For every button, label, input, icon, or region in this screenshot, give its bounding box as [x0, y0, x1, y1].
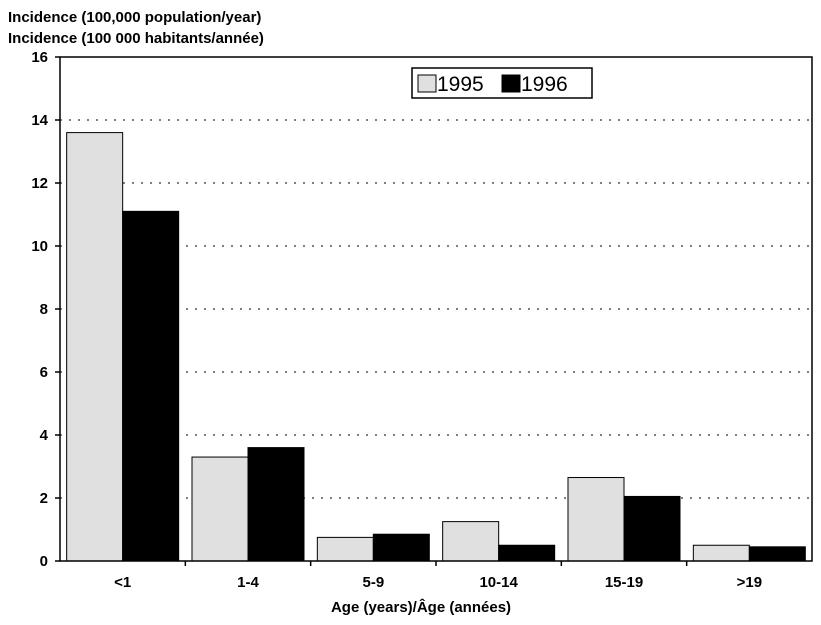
- y-tick-label: 14: [31, 112, 48, 129]
- y-tick-label: 0: [40, 553, 48, 570]
- y-ticks: 0 2 4 6 8 10 12 14 16: [31, 49, 60, 570]
- y-tick-label: 12: [31, 175, 48, 192]
- bar-1995-5: [692, 544, 750, 562]
- bar-1995-0: [66, 132, 124, 562]
- legend: 1995 1996: [411, 67, 593, 99]
- x-tick-label: 1-4: [237, 574, 259, 591]
- x-ticks: <1 1-4 5-9 10-14 15-19 >19: [114, 561, 762, 591]
- x-tick-label: <1: [114, 574, 131, 591]
- y-axis-label-line-2: Incidence (100 000 habitants/année): [8, 30, 264, 47]
- bar-1996-1: [247, 447, 305, 562]
- y-tick-label: 6: [40, 364, 48, 381]
- bar-1995-1: [191, 456, 249, 562]
- x-axis-label: Age (years)/Âge (années): [331, 598, 511, 616]
- bar-1996-2: [372, 533, 430, 562]
- plot-frame: [59, 56, 813, 562]
- y-tick-label: 8: [40, 301, 48, 318]
- bars: [66, 132, 806, 562]
- x-tick-label: 5-9: [362, 574, 384, 591]
- bar-1996-0: [122, 210, 180, 562]
- y-tick-label: 10: [31, 238, 48, 255]
- y-axis-label-line-1: Incidence (100,000 population/year): [8, 9, 261, 26]
- legend-label-1996: 1996: [521, 73, 568, 96]
- x-tick-label: 10-14: [479, 574, 518, 591]
- bar-1995-2: [316, 536, 374, 562]
- y-tick-label: 2: [40, 490, 48, 507]
- x-tick-label: 15-19: [605, 574, 643, 591]
- bar-1996-5: [748, 546, 806, 562]
- legend-swatch-1996: [501, 74, 521, 93]
- x-tick-label: >19: [737, 574, 762, 591]
- bar-1995-3: [442, 521, 500, 562]
- legend-swatch-1995: [417, 74, 437, 93]
- y-tick-label: 16: [31, 49, 48, 66]
- bar-1995-4: [567, 477, 625, 562]
- y-tick-label: 4: [40, 427, 49, 444]
- legend-label-1995: 1995: [437, 73, 484, 96]
- bar-1996-4: [623, 495, 681, 562]
- bar-1996-3: [498, 544, 556, 562]
